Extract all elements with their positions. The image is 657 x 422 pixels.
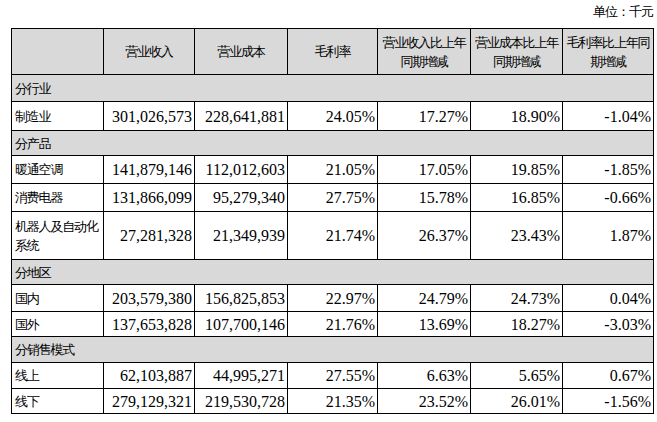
cell-value: 279,129,321 [104, 389, 195, 414]
cell-value: 141,879,146 [104, 156, 195, 184]
table-row: 暖通空调141,879,146112,012,60321.05%17.05%19… [12, 156, 654, 184]
section-title: 分产品 [12, 131, 654, 156]
cell-value: 131,866,099 [104, 184, 195, 212]
column-header-2: 营业成本 [195, 29, 288, 75]
cell-value: 0.04% [563, 285, 654, 312]
cell-value: 156,825,853 [195, 285, 288, 312]
row-label: 国外 [12, 312, 104, 337]
cell-value: 27,281,328 [104, 212, 195, 260]
cell-value: 44,995,271 [195, 363, 288, 389]
cell-value: 17.05% [378, 156, 471, 184]
table-row: 国外137,653,828107,700,14621.76%13.69%18.2… [12, 312, 654, 337]
table-row: 机器人及自动化 系统27,281,32821,349,93921.74%26.3… [12, 212, 654, 260]
cell-value: 24.05% [288, 102, 378, 131]
cell-value: 301,026,573 [104, 102, 195, 131]
table-body: 分行业制造业301,026,573228,641,88124.05%17.27%… [12, 75, 654, 414]
cell-value: 107,700,146 [195, 312, 288, 337]
table-row: 线下279,129,321219,530,72821.35%23.52%26.0… [12, 389, 654, 414]
header-row: 营业收入营业成本毛利率营业收入比上年 同期增减营业成本比上年 同期增减毛利率比上… [12, 29, 654, 75]
cell-value: 27.55% [288, 363, 378, 389]
column-header-1: 营业收入 [104, 29, 195, 75]
table-row: 国内203,579,380156,825,85322.97%24.79%24.7… [12, 285, 654, 312]
cell-value: 21,349,939 [195, 212, 288, 260]
cell-value: 228,641,881 [195, 102, 288, 131]
cell-value: 26.01% [471, 389, 563, 414]
cell-value: 24.73% [471, 285, 563, 312]
cell-value: 23.52% [378, 389, 471, 414]
cell-value: 18.90% [471, 102, 563, 131]
cell-value: 17.27% [378, 102, 471, 131]
section-row-3: 分销售模式 [12, 337, 654, 363]
cell-value: 24.79% [378, 285, 471, 312]
row-label: 消费电器 [12, 184, 104, 212]
section-row-1: 分产品 [12, 131, 654, 156]
cell-value: 95,279,340 [195, 184, 288, 212]
row-label: 暖通空调 [12, 156, 104, 184]
cell-value: 23.43% [471, 212, 563, 260]
table-row: 制造业301,026,573228,641,88124.05%17.27%18.… [12, 102, 654, 131]
column-header-4: 营业收入比上年 同期增减 [378, 29, 471, 75]
cell-value: 21.35% [288, 389, 378, 414]
section-title: 分地区 [12, 260, 654, 285]
row-label: 国内 [12, 285, 104, 312]
cell-value: -0.66% [563, 184, 654, 212]
cell-value: 21.74% [288, 212, 378, 260]
row-label: 线下 [12, 389, 104, 414]
section-title: 分销售模式 [12, 337, 654, 363]
section-title: 分行业 [12, 75, 654, 102]
section-row-0: 分行业 [12, 75, 654, 102]
financial-breakdown-table: 营业收入营业成本毛利率营业收入比上年 同期增减营业成本比上年 同期增减毛利率比上… [11, 28, 654, 414]
cell-value: 27.75% [288, 184, 378, 212]
cell-value: 62,103,887 [104, 363, 195, 389]
section-row-2: 分地区 [12, 260, 654, 285]
unit-label: 单位：千元 [593, 3, 653, 21]
column-header-0 [12, 29, 104, 75]
column-header-6: 毛利率比上年同 期增减 [563, 29, 654, 75]
cell-value: -1.04% [563, 102, 654, 131]
row-label: 线上 [12, 363, 104, 389]
row-label: 制造业 [12, 102, 104, 131]
cell-value: 203,579,380 [104, 285, 195, 312]
cell-value: 219,530,728 [195, 389, 288, 414]
cell-value: 21.05% [288, 156, 378, 184]
column-header-3: 毛利率 [288, 29, 378, 75]
cell-value: 26.37% [378, 212, 471, 260]
table-row: 消费电器131,866,09995,279,34027.75%15.78%16.… [12, 184, 654, 212]
cell-value: -1.85% [563, 156, 654, 184]
cell-value: 112,012,603 [195, 156, 288, 184]
cell-value: 19.85% [471, 156, 563, 184]
row-label: 机器人及自动化 系统 [12, 212, 104, 260]
cell-value: 15.78% [378, 184, 471, 212]
cell-value: 1.87% [563, 212, 654, 260]
cell-value: 22.97% [288, 285, 378, 312]
cell-value: 6.63% [378, 363, 471, 389]
cell-value: 18.27% [471, 312, 563, 337]
column-header-5: 营业成本比上年 同期增减 [471, 29, 563, 75]
cell-value: -1.56% [563, 389, 654, 414]
cell-value: 5.65% [471, 363, 563, 389]
cell-value: 21.76% [288, 312, 378, 337]
cell-value: 0.67% [563, 363, 654, 389]
cell-value: 137,653,828 [104, 312, 195, 337]
cell-value: -3.03% [563, 312, 654, 337]
cell-value: 16.85% [471, 184, 563, 212]
table-row: 线上62,103,88744,995,27127.55%6.63%5.65%0.… [12, 363, 654, 389]
table-header: 营业收入营业成本毛利率营业收入比上年 同期增减营业成本比上年 同期增减毛利率比上… [12, 29, 654, 75]
cell-value: 13.69% [378, 312, 471, 337]
